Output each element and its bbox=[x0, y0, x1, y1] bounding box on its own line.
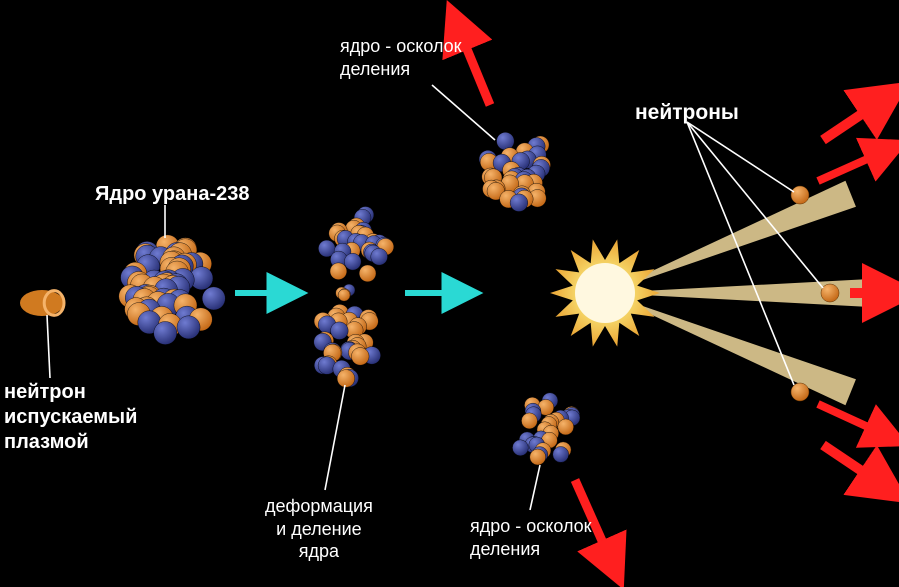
incident-neutron bbox=[20, 290, 64, 316]
label-incident-neutron: нейтрон испускаемый плазмой bbox=[4, 380, 137, 455]
label-fragment-top: ядро - осколок деления bbox=[340, 35, 462, 80]
explosion bbox=[550, 239, 660, 346]
emitted-neutrons bbox=[791, 186, 839, 401]
label-uranium-238: Ядро урана-238 bbox=[95, 182, 250, 207]
label-deformation: деформация и деление ядра bbox=[265, 495, 373, 563]
fission-diagram: нейтрон испускаемый плазмой Ядро урана-2… bbox=[0, 0, 899, 587]
label-neutrons: нейтроны bbox=[635, 100, 739, 126]
pointer-lines bbox=[47, 85, 823, 510]
energy-rays bbox=[605, 181, 870, 406]
diagram-svg bbox=[0, 0, 899, 587]
label-fragment-bottom: ядро - осколок деления bbox=[470, 515, 592, 560]
